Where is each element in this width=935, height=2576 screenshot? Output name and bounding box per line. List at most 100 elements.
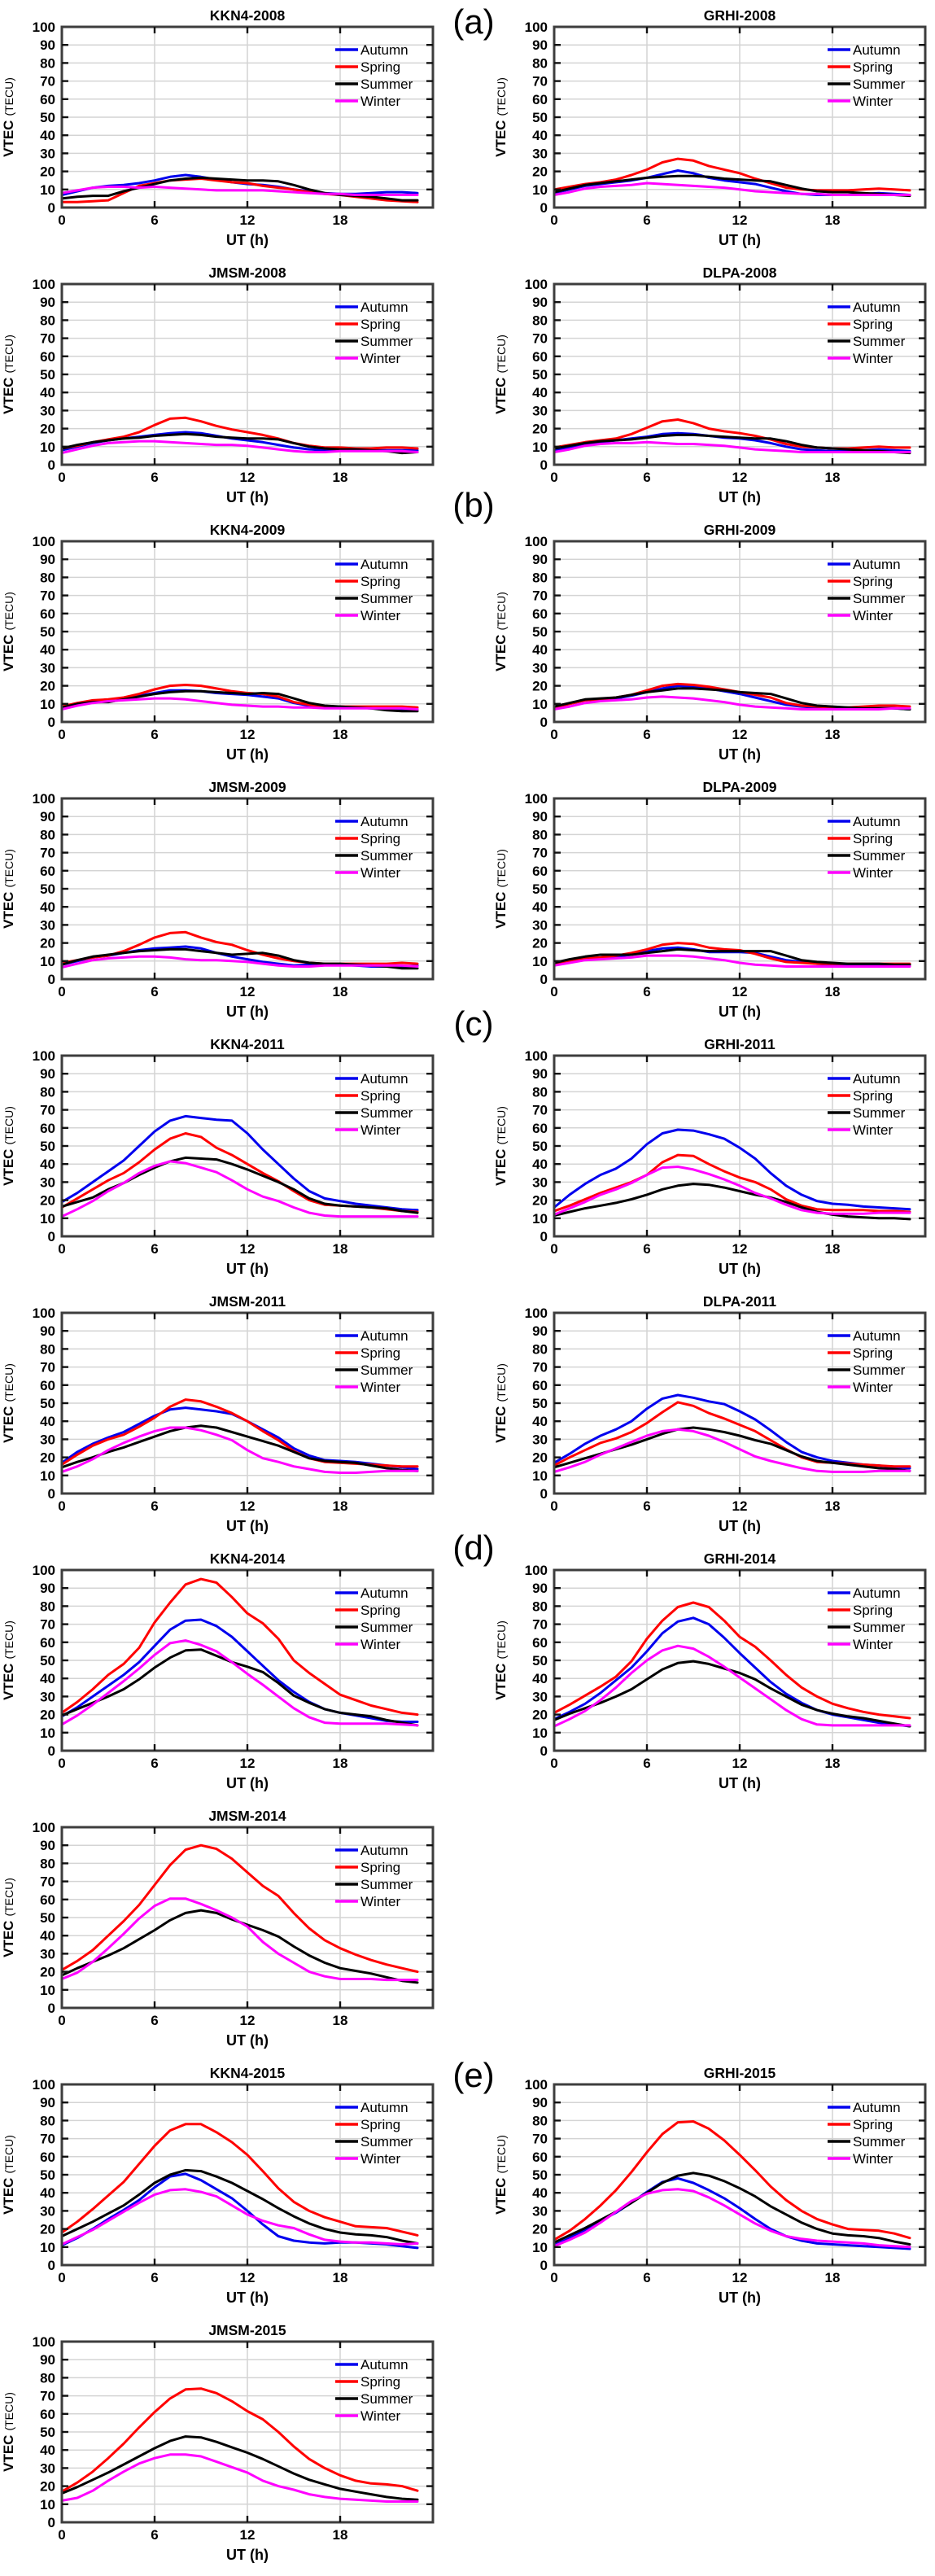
- y-tick-label: 100: [525, 791, 548, 807]
- y-tick-label: 70: [532, 1617, 548, 1633]
- section-label-d: (d): [452, 1529, 495, 1567]
- y-tick-label: 0: [540, 715, 548, 730]
- x-tick-label: 12: [240, 1498, 256, 1514]
- y-tick-label: 0: [48, 200, 55, 216]
- x-axis-label: UT (h): [719, 1261, 761, 1277]
- x-tick-label: 12: [240, 1756, 256, 1771]
- x-tick-label: 0: [550, 212, 557, 228]
- legend-label-summer: Summer: [853, 591, 906, 606]
- y-tick-label: 0: [540, 1486, 548, 1502]
- legend-label-spring: Spring: [360, 1603, 400, 1618]
- y-axis-label-main: VTEC: [493, 1149, 509, 1186]
- y-axis-label: VTEC (TECU): [1, 77, 16, 157]
- panel-jmsm-2008: JMSM-2008 0 10 20 30 40 50 60 70 80 90 100 0 6 12 18 UT …: [0, 257, 443, 514]
- y-axis-label-unit: (TECU): [495, 1620, 508, 1659]
- curve-spring: [553, 1153, 911, 1214]
- legend-label-spring: Spring: [853, 1345, 893, 1361]
- curve-winter: [60, 2453, 419, 2503]
- y-tick-label: 80: [532, 55, 548, 71]
- x-tick-label: 6: [151, 2013, 158, 2028]
- legend-label-spring: Spring: [853, 831, 893, 846]
- y-axis-label: VTEC (TECU): [1, 2135, 16, 2215]
- x-tick-label: 0: [58, 1756, 65, 1771]
- curve-winter: [60, 697, 419, 711]
- curve-spring: [60, 1398, 419, 1468]
- y-tick-label: 70: [40, 1617, 55, 1633]
- y-tick-label: 90: [532, 1581, 548, 1596]
- curve-summer: [553, 1183, 911, 1221]
- y-axis-label-unit: (TECU): [2, 2392, 15, 2430]
- y-tick-label: 20: [40, 422, 55, 437]
- panel-grhi-2011: GRHI-2011 0 10 20 30 40 50 60 70 80 90 100 0 6 12 18 UT …: [492, 1029, 935, 1286]
- y-axis-label-main: VTEC: [1, 378, 16, 414]
- y-tick-label: 0: [540, 2258, 548, 2273]
- legend-label-summer: Summer: [360, 1362, 413, 1378]
- y-tick-label: 0: [48, 457, 55, 473]
- curve-winter: [553, 440, 911, 453]
- y-axis-label: VTEC (TECU): [493, 1620, 509, 1700]
- y-tick-label: 40: [532, 642, 548, 658]
- panel-kkn4-2014: KKN4-2014 0 10 20 30 40 50 60 70 80 90 100 0 6 12 18 UT …: [0, 1543, 443, 1800]
- y-tick-label: 70: [40, 74, 55, 90]
- y-tick-label: 90: [532, 37, 548, 53]
- legend-label-autumn: Autumn: [853, 1328, 901, 1344]
- x-tick-label: 18: [333, 470, 348, 485]
- x-tick-label: 12: [240, 2527, 256, 2543]
- legend-label-winter: Winter: [853, 94, 893, 109]
- x-axis-label: UT (h): [719, 1775, 761, 1791]
- x-tick-label: 18: [825, 984, 841, 999]
- y-tick-label: 90: [40, 1581, 55, 1596]
- x-tick-label: 0: [550, 2270, 557, 2285]
- y-tick-label: 70: [532, 1360, 548, 1375]
- y-tick-label: 80: [40, 313, 55, 328]
- y-tick-label: 80: [532, 313, 548, 328]
- curve-summer: [60, 1648, 419, 1727]
- y-tick-label: 40: [532, 128, 548, 143]
- legend-label-summer: Summer: [853, 1620, 906, 1635]
- y-tick-label: 10: [532, 697, 548, 712]
- x-tick-label: 12: [240, 1241, 256, 1257]
- curve-spring: [60, 1577, 419, 1717]
- x-tick-label: 0: [58, 727, 65, 742]
- legend-label-autumn: Autumn: [853, 1585, 901, 1601]
- x-axis-label: UT (h): [719, 232, 761, 248]
- legend-label-spring: Spring: [360, 2117, 400, 2132]
- x-tick-label: 18: [825, 727, 841, 742]
- x-axis-label: UT (h): [226, 2547, 269, 2563]
- legend-label-autumn: Autumn: [360, 1843, 409, 1858]
- y-tick-label: 20: [40, 679, 55, 694]
- legend-label-spring: Spring: [853, 574, 893, 589]
- legend-label-winter: Winter: [360, 865, 400, 881]
- y-tick-label: 60: [40, 1635, 55, 1651]
- x-tick-label: 6: [151, 2270, 158, 2285]
- legend-label-summer: Summer: [360, 591, 413, 606]
- y-tick-label: 80: [532, 2113, 548, 2128]
- panel-dlpa-2008: DLPA-2008 0 10 20 30 40 50 60 70 80 90 100 0 6 12 18 UT …: [492, 257, 935, 514]
- x-axis-label: UT (h): [719, 1004, 761, 1020]
- y-tick-label: 0: [540, 972, 548, 987]
- y-tick-label: 90: [532, 809, 548, 824]
- legend-label-autumn: Autumn: [360, 1585, 409, 1601]
- panel-grhi-2009: GRHI-2009 0 10 20 30 40 50 60 70 80 90 100 0 6 12 18 UT …: [492, 514, 935, 772]
- x-axis-label: UT (h): [226, 1518, 269, 1534]
- y-tick-label: 50: [40, 1910, 55, 1926]
- legend-label-winter: Winter: [360, 1894, 400, 1909]
- x-tick-label: 6: [151, 2527, 158, 2543]
- y-tick-label: 50: [532, 881, 548, 897]
- y-tick-label: 80: [532, 570, 548, 585]
- x-axis-label: UT (h): [226, 1261, 269, 1277]
- y-tick-label: 30: [40, 1432, 55, 1447]
- y-axis-label-unit: (TECU): [495, 335, 508, 373]
- y-tick-label: 30: [532, 146, 548, 161]
- x-tick-label: 6: [643, 1498, 650, 1514]
- legend-label-winter: Winter: [360, 608, 400, 623]
- x-tick-label: 6: [643, 984, 650, 999]
- curve-spring: [553, 157, 911, 192]
- x-tick-label: 12: [240, 2270, 256, 2285]
- y-tick-label: 10: [532, 1468, 548, 1484]
- y-tick-label: 30: [532, 2203, 548, 2219]
- y-tick-label: 90: [40, 1323, 55, 1339]
